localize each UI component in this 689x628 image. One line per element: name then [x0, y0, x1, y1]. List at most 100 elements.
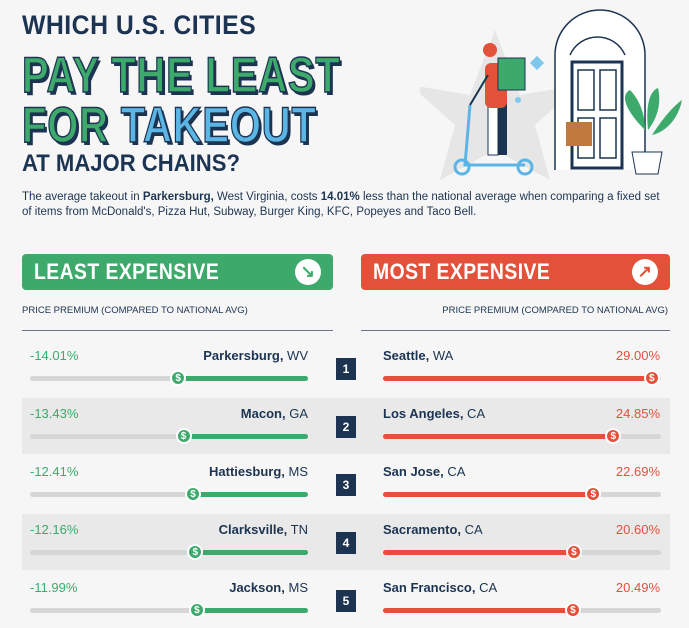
least-bar-track: $ — [30, 370, 308, 386]
intro-part: less than the national average when comp… — [22, 191, 660, 218]
arrow-down-right-icon: ↘ — [295, 259, 321, 285]
city-name: Jackson, — [229, 580, 285, 595]
city-name: Macon, — [240, 406, 286, 421]
most-bar-track: $ — [383, 486, 661, 502]
least-value-label: -11.99% — [30, 580, 78, 595]
state-name: CA — [461, 522, 483, 537]
most-bar — [383, 376, 652, 381]
table-row: -11.99% Jackson, MS $5 San Francisco, CA 20.… — [22, 572, 670, 628]
least-bar-track: $ — [30, 602, 308, 618]
least-city-name: Hattiesburg, MS — [209, 464, 308, 479]
least-expensive-header: LEAST EXPENSIVE ↘ — [22, 254, 333, 290]
dollar-marker-icon: $ — [175, 428, 192, 444]
city-name: Sacramento, — [383, 522, 462, 537]
most-bar-track: $ — [383, 370, 661, 386]
state-name: MS — [284, 464, 308, 479]
title-line-2: PAY THE LEAST — [21, 47, 341, 103]
city-name: San Francisco, — [383, 580, 476, 595]
least-bar-track: $ — [30, 428, 308, 444]
title-line-3: FOR TAKEOUT — [21, 97, 317, 153]
intro-pct: 14.01% — [320, 191, 360, 203]
table-row: -13.43% Macon, GA $2 Los Angeles, CA 24.85% $ — [22, 398, 670, 454]
most-bar-track: $ — [383, 544, 661, 560]
city-name: Parkersburg, — [203, 348, 284, 363]
arrow-up-right-icon: ↗ — [632, 259, 658, 285]
most-subtitle: PRICE PREMIUM (COMPARED TO NATIONAL AVG) — [442, 305, 668, 316]
least-city-name: Clarksville, TN — [219, 522, 308, 537]
rank-badge: 1 — [336, 358, 356, 380]
least-value-label: -13.43% — [30, 406, 79, 421]
most-bar — [383, 608, 573, 613]
most-city-name: San Francisco, CA — [383, 580, 497, 595]
state-name: CA — [463, 406, 486, 421]
state-name: MS — [284, 580, 308, 595]
most-city-name: Seattle, WA — [383, 348, 453, 363]
least-city-name: Macon, GA — [241, 406, 308, 421]
state-name: CA — [475, 580, 498, 595]
dollar-marker-icon: $ — [185, 486, 201, 502]
intro-part: West Virginia, costs — [213, 191, 321, 203]
most-value-label: 24.85% — [615, 406, 660, 421]
most-header-label: MOST EXPENSIVE — [373, 259, 551, 284]
dollar-marker-icon: $ — [564, 602, 581, 618]
least-bar-track: $ — [30, 486, 308, 502]
most-city-name: San Jose, CA — [383, 464, 465, 479]
title-for: FOR — [21, 97, 121, 153]
table-row: -14.01% Parkersburg, WV $1 Seattle, WA 29.00… — [22, 340, 670, 396]
city-name: Hattiesburg, — [209, 464, 285, 479]
table-row: -12.41% Hattiesburg, MS $3 San Jose, CA 22.6… — [22, 456, 670, 512]
least-header-label: LEAST EXPENSIVE — [34, 259, 220, 284]
scooter-rider-icon — [453, 43, 534, 176]
state-name: WV — [283, 348, 308, 363]
least-subtitle: PRICE PREMIUM (COMPARED TO NATIONAL AVG) — [22, 305, 248, 316]
state-name: TN — [287, 522, 308, 537]
most-value-label: 29.00% — [615, 348, 660, 363]
dollar-marker-icon: $ — [170, 370, 187, 386]
most-bar — [383, 492, 594, 497]
state-name: WA — [429, 348, 454, 363]
least-city-name: Jackson, MS — [229, 580, 308, 595]
dollar-marker-icon: $ — [643, 370, 660, 386]
city-name: San Jose, — [383, 464, 444, 479]
most-value-label: 20.49% — [615, 580, 660, 595]
rank-badge: 3 — [336, 474, 356, 496]
dollar-marker-icon: $ — [605, 428, 622, 444]
bag-icon — [566, 122, 592, 146]
dollar-marker-icon: $ — [585, 486, 602, 502]
divider — [361, 330, 670, 331]
least-bar-track: $ — [30, 544, 308, 560]
most-value-label: 22.69% — [615, 464, 660, 479]
table-row: -12.16% Clarksville, TN $4 Sacramento, CA 20… — [22, 514, 670, 570]
least-bar — [193, 492, 308, 497]
most-bar — [383, 434, 614, 439]
city-name: Los Angeles, — [383, 406, 464, 421]
delivery-illustration — [420, 9, 682, 180]
most-expensive-header: MOST EXPENSIVE ↗ — [361, 254, 670, 290]
most-bar — [383, 550, 574, 555]
title-line-4: AT MAJOR CHAINS? — [22, 150, 240, 177]
intro-city: Parkersburg, — [142, 191, 214, 203]
most-city-name: Los Angeles, CA — [383, 406, 485, 421]
rank-badge: 5 — [336, 590, 356, 612]
least-city-name: Parkersburg, WV — [203, 348, 308, 363]
city-name: Seattle, — [383, 348, 430, 363]
most-city-name: Sacramento, CA — [383, 522, 483, 537]
least-bar — [178, 376, 308, 381]
plant-icon — [625, 88, 682, 175]
most-bar-track: $ — [383, 602, 661, 618]
most-bar-track: $ — [383, 428, 661, 444]
intro-part: The average takeout in — [22, 191, 143, 203]
title-line-1: WHICH U.S. CITIES — [22, 10, 257, 40]
diamond-shape — [529, 55, 545, 71]
dollar-marker-icon: $ — [565, 544, 582, 560]
city-name: Clarksville, — [218, 522, 288, 537]
least-bar — [196, 608, 308, 613]
most-value-label: 20.60% — [615, 522, 660, 537]
dollar-marker-icon: $ — [187, 544, 204, 560]
divider — [22, 330, 333, 331]
rank-badge: 4 — [336, 532, 356, 554]
least-bar — [183, 434, 308, 439]
title-takeout: TAKEOUT — [120, 97, 317, 153]
least-value-label: -14.01% — [30, 348, 79, 363]
state-name: CA — [443, 464, 466, 479]
